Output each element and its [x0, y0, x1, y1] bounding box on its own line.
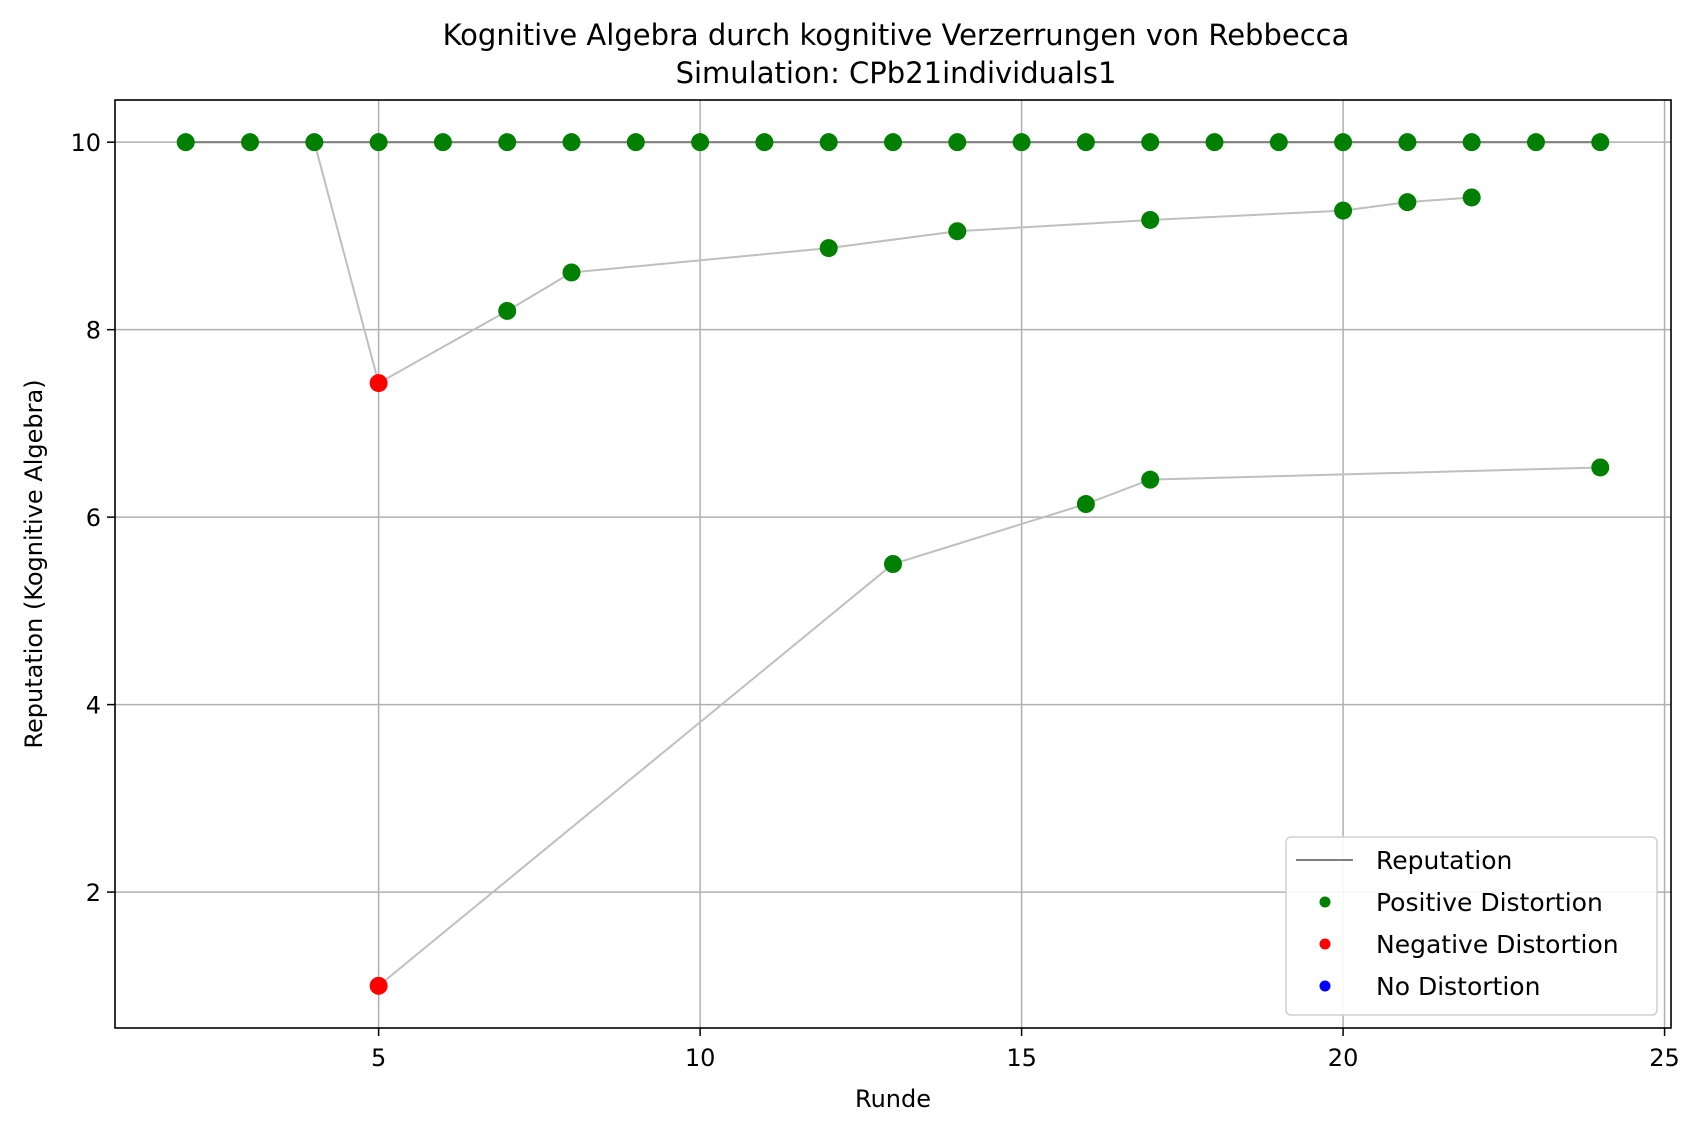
positive-distortion-point: [1141, 470, 1160, 489]
positive-distortion-point: [1591, 133, 1610, 152]
y-tick-label: 6: [86, 504, 101, 532]
positive-distortion-point: [948, 222, 967, 241]
x-tick-label: 15: [1006, 1044, 1037, 1072]
legend-positive-marker: [1319, 896, 1331, 908]
positive-distortion-point: [948, 133, 967, 152]
x-tick-label: 25: [1649, 1044, 1680, 1072]
y-axis-label: Reputation (Kognitive Algebra): [20, 379, 48, 748]
positive-distortion-point: [755, 133, 774, 152]
positive-distortion-point: [1398, 193, 1417, 212]
positive-distortion-point: [884, 555, 902, 573]
positive-distortion-point: [369, 133, 388, 152]
legend-label-reputation: Reputation: [1376, 846, 1512, 875]
positive-distortion-point: [1462, 188, 1481, 207]
positive-distortion-point: [819, 133, 838, 152]
positive-distortion-point: [819, 239, 838, 258]
positive-distortion-point: [1012, 133, 1031, 152]
legend-label-none: No Distortion: [1376, 972, 1540, 1001]
positive-distortion-point: [1334, 133, 1353, 152]
chart-title: Kognitive Algebra durch kognitive Verzer…: [443, 18, 1350, 52]
positive-distortion-point: [1141, 210, 1160, 229]
data-points: [176, 133, 1610, 995]
y-tick-label: 2: [86, 879, 101, 907]
axis-ticks: 5 10 15 20 25 2 4 6 8 10: [70, 129, 1679, 1072]
positive-distortion-point: [626, 133, 645, 152]
y-tick-label: 4: [86, 692, 101, 720]
positive-distortion-point: [1526, 133, 1545, 152]
positive-distortion-point: [1205, 133, 1224, 152]
legend-none-marker: [1319, 980, 1331, 992]
positive-distortion-point: [498, 301, 517, 320]
positive-distortion-point: [1462, 133, 1481, 152]
positive-distortion-point: [1398, 133, 1417, 152]
positive-distortion-point: [1141, 133, 1160, 152]
positive-distortion-point: [1591, 458, 1610, 477]
legend-label-negative: Negative Distortion: [1376, 930, 1619, 959]
y-tick-label: 10: [70, 129, 101, 157]
positive-distortion-point: [1269, 133, 1288, 152]
legend-negative-marker: [1319, 938, 1331, 950]
positive-distortion-point: [562, 133, 581, 152]
y-tick-label: 8: [86, 317, 101, 345]
positive-distortion-point: [176, 133, 195, 152]
positive-distortion-point: [1076, 495, 1095, 514]
x-tick-label: 5: [371, 1044, 386, 1072]
positive-distortion-point: [691, 133, 710, 152]
positive-distortion-point: [498, 133, 517, 152]
positive-distortion-point: [305, 133, 324, 152]
chart-subtitle: Simulation: CPb21individuals1: [676, 56, 1117, 90]
positive-distortion-point: [1334, 201, 1353, 220]
legend: Reputation Positive Distortion Negative …: [1285, 836, 1658, 1016]
plot-frame: [114, 99, 1672, 1029]
legend-label-positive: Positive Distortion: [1376, 888, 1603, 917]
positive-distortion-point: [433, 133, 452, 152]
positive-distortion-point: [562, 263, 581, 282]
negative-distortion-point: [369, 976, 388, 995]
positive-distortion-point: [241, 133, 260, 152]
x-tick-label: 20: [1328, 1044, 1359, 1072]
positive-distortion-point: [1076, 133, 1095, 152]
legend-frame: [1285, 836, 1658, 1016]
positive-distortion-point: [884, 133, 902, 152]
x-axis-label: Runde: [855, 1085, 931, 1113]
x-tick-label: 10: [685, 1044, 716, 1072]
negative-distortion-point: [369, 374, 388, 393]
connector-line: [313, 141, 1472, 385]
